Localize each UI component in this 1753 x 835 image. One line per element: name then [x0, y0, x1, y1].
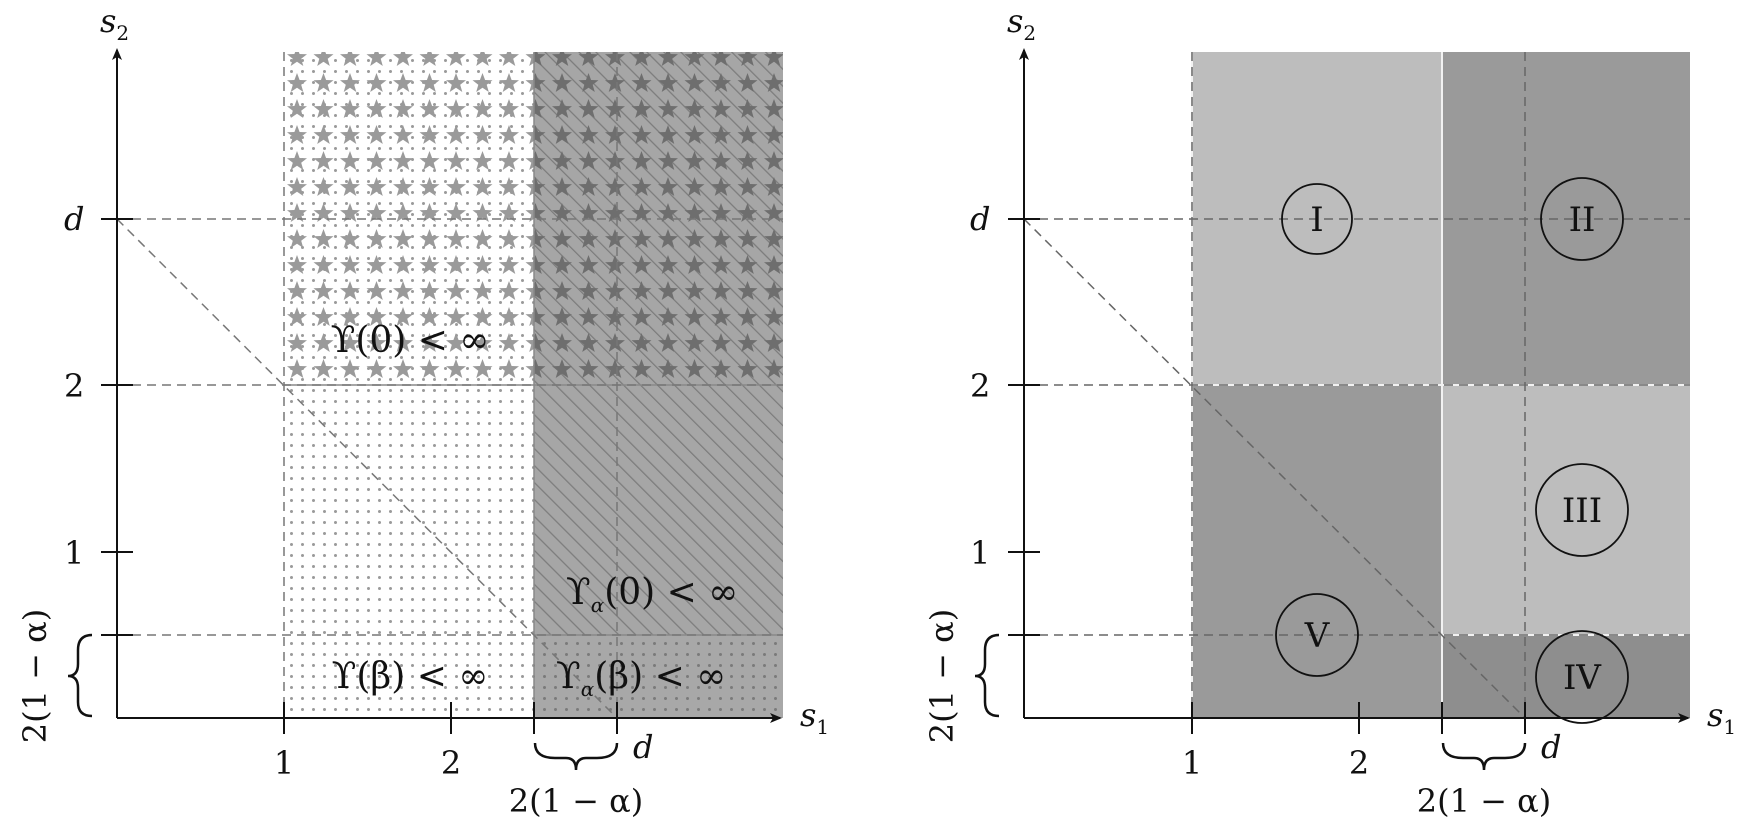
left-y-axis-label: s2: [100, 2, 129, 45]
svg-text:V: V: [1304, 616, 1331, 656]
region-label-III: III: [1535, 463, 1629, 557]
region-label-I: I: [1281, 183, 1353, 255]
left-axes: [101, 48, 782, 734]
label-upsilon-zero: ϒ(0) < ∞: [331, 320, 490, 361]
right-y-d-label: d: [970, 200, 990, 238]
right-y-brace-label: 2(1 − α): [923, 609, 961, 743]
right-y-brace: [974, 633, 1000, 718]
left-x-brace: [533, 742, 619, 771]
svg-text:II: II: [1569, 200, 1596, 240]
right-axes: [1008, 48, 1690, 734]
svg-text:IV: IV: [1563, 658, 1602, 698]
left-guides: [116, 52, 783, 719]
right-x-brace: [1441, 742, 1527, 771]
label-upsilon-alpha-beta: ϒα(β) < ∞: [556, 656, 726, 701]
region-label-V: V: [1275, 593, 1359, 677]
right-x-tick-2: 2: [1349, 744, 1369, 782]
svg-text:III: III: [1562, 491, 1602, 531]
left-y-d-label: d: [64, 200, 84, 238]
region-label-II: II: [1540, 177, 1624, 261]
right-panel: s2 s1 d 2 1 2(1 − α) 1 2 d 2(1 − α) I II…: [923, 2, 1736, 820]
region-label-IV: IV: [1535, 630, 1629, 724]
right-x-d-label: d: [1541, 728, 1561, 766]
label-upsilon-alpha-zero: ϒα(0) < ∞: [566, 572, 738, 617]
right-x-axis-label: s1: [1707, 696, 1736, 739]
left-y-brace-label: 2(1 − α): [16, 609, 54, 743]
left-x-tick-2: 2: [441, 744, 461, 782]
left-x-brace-label: 2(1 − α): [509, 782, 643, 820]
left-x-axis-label: s1: [800, 696, 829, 739]
left-x-tick-1: 1: [274, 744, 294, 782]
left-x-d-label: d: [633, 728, 653, 766]
svg-text:I: I: [1310, 200, 1323, 240]
region-hatched-bottom: [534, 385, 783, 635]
right-x-tick-1: 1: [1182, 744, 1202, 782]
label-upsilon-beta: ϒ(β) < ∞: [332, 656, 489, 697]
region-dotted-bottom: [284, 385, 534, 718]
region-III: [1442, 385, 1690, 635]
left-panel: s2 s1 d 2 1 2(1 − α) 1 2 d 2(1 − α) ϒ(0)…: [16, 2, 829, 820]
right-guides: [1023, 52, 1690, 719]
right-x-brace-label: 2(1 − α): [1417, 782, 1551, 820]
left-y-tick-1: 1: [64, 534, 84, 572]
right-y-axis-label: s2: [1007, 2, 1036, 45]
left-y-tick-2: 2: [64, 367, 84, 405]
region-V: [1192, 385, 1442, 718]
right-y-tick-1: 1: [970, 534, 990, 572]
right-y-tick-2: 2: [970, 367, 990, 405]
left-y-brace: [67, 633, 93, 718]
